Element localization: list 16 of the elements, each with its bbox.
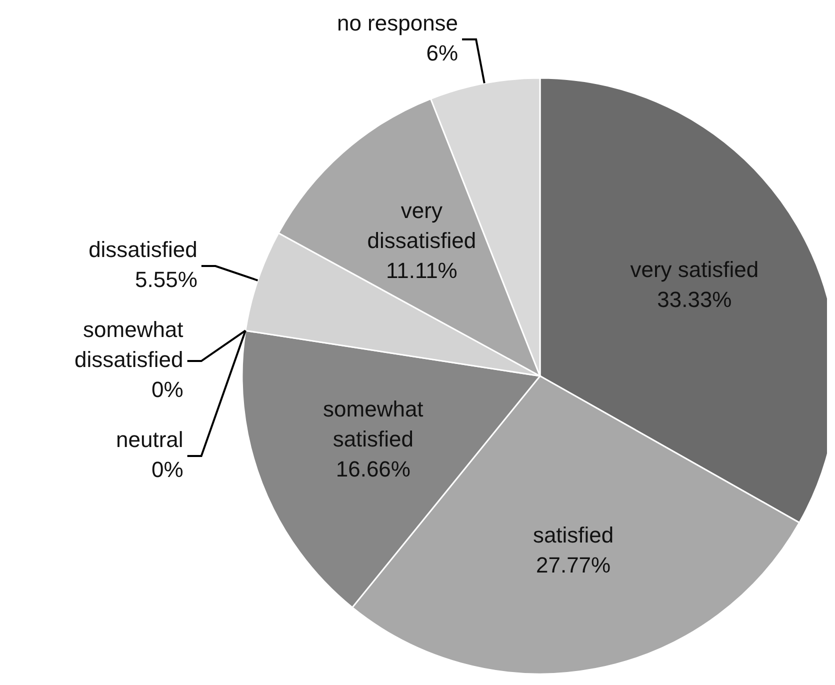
legend-label: somewhat dissatisfied: [74, 316, 184, 372]
category-label: neutral: [116, 426, 184, 452]
text: 0%: [152, 376, 184, 402]
data-label: 27.77%: [536, 552, 611, 578]
slice-label: satisfied: [532, 522, 614, 548]
slice-label: somewhat satisfied: [323, 396, 424, 452]
slice-label: dissatisfied: [88, 236, 198, 262]
data-label: 33.33%: [657, 286, 732, 312]
data-label: 6%: [426, 40, 458, 66]
slice-label: very satisfied: [630, 256, 759, 282]
slice-label: no response: [336, 10, 458, 36]
data-label: 16.66%: [336, 456, 410, 482]
data-label: 5.55%: [135, 266, 198, 292]
data-label: 11.11%: [386, 258, 458, 283]
text: 0%: [152, 456, 184, 482]
slice-label: very dissatisfied: [367, 198, 476, 253]
